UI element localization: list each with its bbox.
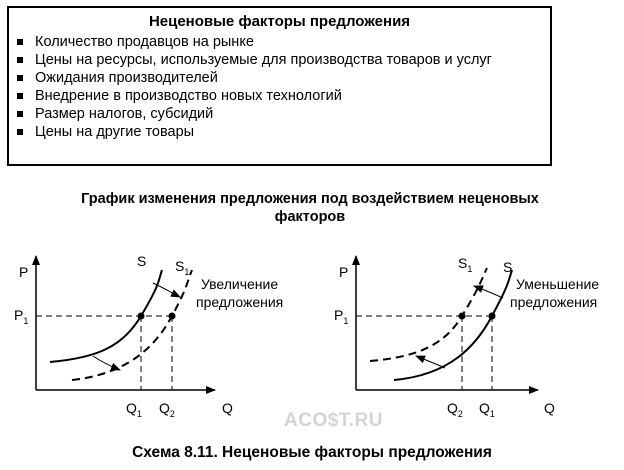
left-supply-curve-s1 [71, 269, 193, 381]
bullet-icon [17, 75, 23, 81]
factor-item-text: Ожидания производителей [35, 70, 218, 86]
factors-box: Неценовые факторы предложения Количество… [7, 6, 552, 166]
graph-title: График изменения предложения под воздейс… [81, 191, 539, 225]
factor-item-text: Внедрение в производство новых технологи… [35, 88, 342, 104]
factor-item: Цены на другие товары [15, 123, 535, 141]
left-curve-s1-label: S1 [175, 258, 189, 277]
left-curve-s1-subscript: 1 [184, 267, 189, 277]
right-curve-s-label: S [503, 259, 512, 275]
left-price-subscript: 1 [23, 316, 28, 326]
right-q-first-subscript: 2 [458, 409, 463, 419]
right-price-letter: P [334, 307, 343, 323]
left-curve-s1-letter: S [175, 258, 184, 274]
left-point-q1 [137, 312, 145, 320]
bullet-icon [17, 129, 23, 135]
right-point-q1 [488, 312, 496, 320]
factors-box-title: Неценовые факторы предложения [148, 13, 411, 30]
left-graph: P Q P1 S S1 Q1 Q2 Увеличение предложения [14, 253, 283, 419]
bullet-icon [17, 93, 23, 99]
right-q-second-label: Q1 [479, 400, 495, 419]
left-point-q2 [168, 312, 176, 320]
left-supply-curve-s [49, 269, 163, 363]
factor-item-text: Цены на другие товары [35, 124, 195, 140]
bullet-icon [17, 57, 23, 63]
left-curve-s-label: S [137, 253, 146, 269]
factor-item-text: Размер налогов, субсидий [35, 106, 214, 122]
factor-item: Размер налогов, субсидий [15, 105, 535, 123]
left-q-second-subscript: 2 [170, 409, 175, 419]
bullet-icon [17, 111, 23, 117]
left-shift-arrow-bottom [92, 355, 121, 371]
left-y-axis-label: P [19, 264, 28, 280]
right-y-axis-label: P [339, 264, 348, 280]
bullet-icon [17, 39, 23, 45]
right-curve-s1-label: S1 [458, 255, 472, 274]
right-shift-arrow-top [473, 285, 504, 299]
left-note-line2: предложения [196, 294, 283, 310]
right-x-axis-label: Q [544, 400, 555, 416]
right-supply-curve-s1 [369, 267, 488, 362]
figure-caption: Схема 8.11. Неценовые факторы предложени… [132, 444, 492, 461]
left-shift-arrow-top [152, 282, 181, 298]
right-curve-s1-subscript: 1 [467, 264, 472, 274]
right-price-label: P1 [334, 307, 348, 326]
right-q-second-letter: Q [479, 400, 490, 416]
right-q-first-letter: Q [447, 400, 458, 416]
left-q-second-label: Q2 [159, 400, 175, 419]
right-point-q2 [458, 312, 466, 320]
factor-item: Ожидания производителей [15, 69, 535, 87]
factor-item-text: Цены на ресурсы, используемые для произв… [35, 52, 492, 68]
right-note-line2: предложения [510, 294, 597, 310]
left-note-line1: Увеличение [201, 276, 278, 292]
left-q-second-letter: Q [159, 400, 170, 416]
right-q-first-label: Q2 [447, 400, 463, 419]
left-x-axis-label: Q [222, 400, 233, 416]
factor-item: Цены на ресурсы, используемые для произв… [15, 51, 535, 69]
right-price-subscript: 1 [343, 316, 348, 326]
right-graph: P Q P1 S1 S Q2 Q1 Уменьшение предложения [334, 255, 599, 419]
right-supply-curve-s [393, 269, 513, 381]
right-curve-s1-letter: S [458, 255, 467, 271]
right-shift-arrow-bottom [415, 355, 446, 369]
right-q-second-subscript: 1 [490, 409, 495, 419]
factor-item-text: Количество продавцов на рынке [35, 34, 254, 50]
left-price-letter: P [14, 307, 23, 323]
right-note-line1: Уменьшение [516, 276, 599, 292]
left-q-first-letter: Q [126, 400, 137, 416]
factor-item: Внедрение в производство новых технологи… [15, 87, 535, 105]
left-q-first-label: Q1 [126, 400, 142, 419]
left-q-first-subscript: 1 [137, 409, 142, 419]
left-price-label: P1 [14, 307, 28, 326]
factors-list: Количество продавцов на рынке Цены на ре… [15, 33, 535, 141]
watermark-text: ACO$T.RU [284, 410, 384, 431]
factor-item: Количество продавцов на рынке [15, 33, 535, 51]
